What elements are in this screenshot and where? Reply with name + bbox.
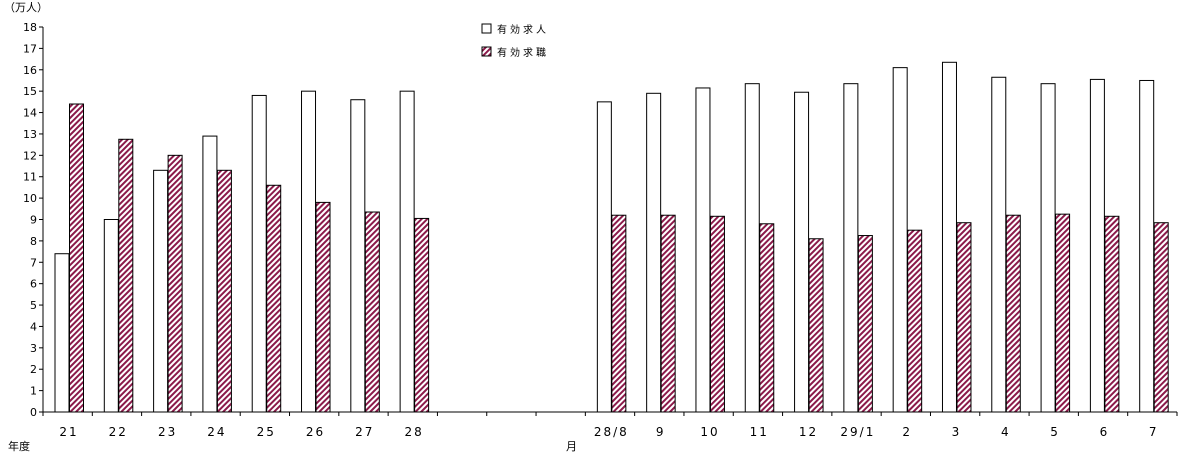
bar-job-offers [892, 67, 908, 413]
bar-job-seekers [759, 223, 775, 413]
bar-job-offers [251, 94, 267, 413]
y-tick-label: 9 [30, 214, 37, 227]
bar-job-seekers [315, 201, 331, 413]
bar-job-seekers [709, 215, 725, 413]
x-tick-label: 23 [158, 425, 177, 439]
x-tick-label: 7 [1149, 425, 1159, 439]
bar-job-offers [941, 61, 957, 413]
bar-job-seekers [907, 229, 923, 413]
y-tick-label: 11 [23, 171, 37, 184]
bar-job-offers [646, 92, 662, 413]
bar-job-offers [301, 90, 317, 413]
y-tick-label: 5 [30, 299, 37, 312]
x-tick-label: 11 [750, 425, 769, 439]
x-tick-label: 28/8 [594, 425, 629, 439]
bar-job-offers [991, 76, 1007, 413]
x-label-month: 月 [566, 440, 577, 453]
y-tick-label: 10 [23, 192, 37, 205]
bar-job-offers [103, 219, 119, 413]
bar-job-seekers [660, 214, 676, 413]
bar-job-offers [399, 90, 415, 413]
bar-job-offers [153, 169, 169, 413]
y-tick-label: 18 [23, 21, 37, 34]
y-tick-label: 13 [23, 128, 37, 141]
bar-job-offers [596, 101, 612, 413]
y-tick-label: 17 [23, 42, 37, 55]
bar-job-seekers [611, 214, 627, 413]
y-tick-label: 2 [30, 363, 37, 376]
bar-job-offers [202, 135, 218, 413]
bar-job-seekers [414, 217, 430, 413]
x-tick-label: 9 [656, 425, 666, 439]
bar-job-offers [1040, 83, 1056, 413]
bar-job-seekers [1153, 222, 1169, 413]
bar-job-offers [794, 91, 810, 413]
bar-job-seekers [69, 103, 84, 413]
x-tick-label: 3 [952, 425, 962, 439]
x-label-fiscal-year: 年度 [8, 439, 30, 453]
y-tick-label: 16 [23, 64, 37, 77]
x-tick-label: 28 [404, 425, 423, 439]
y-tick-label: 15 [23, 85, 37, 98]
bar-job-seekers [167, 154, 183, 413]
y-tick-label: 6 [30, 278, 37, 291]
bar-job-seekers [216, 169, 232, 413]
bar-job-offers [695, 87, 711, 413]
bar-job-seekers [956, 222, 972, 413]
y-tick-label: 4 [30, 320, 37, 333]
bar-job-offers [744, 83, 760, 413]
x-tick-label: 29/1 [840, 425, 875, 439]
x-tick-label: 27 [355, 425, 374, 439]
y-tick-label: 1 [30, 385, 37, 398]
x-tick-label: 26 [306, 425, 325, 439]
y-tick-label: 0 [30, 406, 37, 419]
legend-label-job-seekers: 有効求職 [497, 46, 549, 59]
bar-job-seekers [808, 238, 824, 413]
x-tick-label: 24 [207, 425, 226, 439]
legend-label-job-offers: 有効求人 [497, 23, 549, 36]
bar-job-seekers [266, 184, 282, 413]
x-tick-label: 21 [59, 425, 78, 439]
legend-swatch-job-seekers [481, 46, 492, 57]
x-tick-label: 25 [257, 425, 276, 439]
bar-job-seekers [1104, 215, 1120, 413]
y-tick-label: 14 [23, 107, 37, 120]
bar-job-seekers [118, 138, 134, 413]
bar-job-offers [843, 83, 859, 413]
bar-job-seekers [857, 235, 873, 413]
category-labels: 21 22 23 24 25 26 27 28 28/8 9 10 11 12 29/1 2 3 4 5 6 7 [59, 425, 1159, 439]
x-tick-label: 5 [1050, 425, 1060, 439]
x-tick-label: 4 [1001, 425, 1011, 439]
bar-job-seekers [1005, 214, 1021, 413]
x-axis [42, 411, 1178, 416]
bar-job-seekers [1055, 213, 1071, 413]
x-tick-label: 6 [1100, 425, 1110, 439]
x-tick-label: 22 [109, 425, 128, 439]
legend-swatch-job-offers [481, 23, 492, 34]
y-tick-label: 3 [30, 342, 37, 355]
x-tick-label: 12 [799, 425, 818, 439]
bars [54, 61, 1169, 413]
y-tick-label: 8 [30, 235, 37, 248]
y-tick-label: 7 [30, 256, 37, 269]
bar-job-offers [1089, 78, 1105, 413]
x-tick-label: 2 [902, 425, 912, 439]
legend: 有効求人 有効求職 [481, 23, 549, 59]
y-tick-label: 12 [23, 149, 37, 162]
bar-job-offers [350, 99, 366, 413]
bar-job-offers [1139, 79, 1155, 413]
unit-label: （万人） [4, 1, 48, 14]
x-tick-label: 10 [700, 425, 719, 439]
bar-job-offers [54, 253, 70, 413]
bar-job-seekers [364, 211, 380, 413]
